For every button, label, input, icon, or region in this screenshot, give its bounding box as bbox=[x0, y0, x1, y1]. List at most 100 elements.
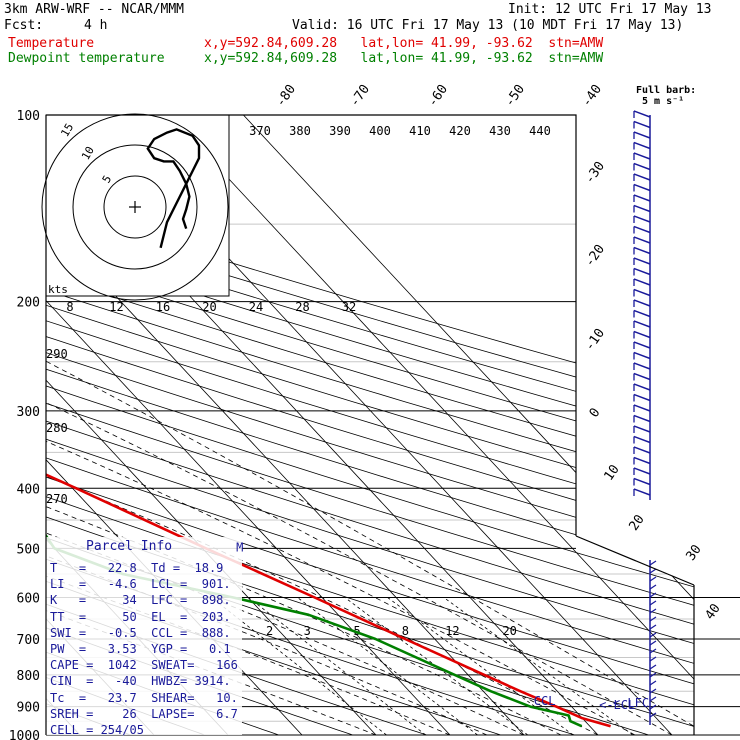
isotherm-label: 0 bbox=[587, 405, 604, 420]
hodograph-ring bbox=[41, 113, 229, 301]
wind-barb bbox=[633, 467, 651, 475]
upper-scale-label: 20 bbox=[202, 300, 216, 314]
wind-barb bbox=[633, 236, 651, 244]
wind-barb bbox=[633, 488, 651, 496]
wind-barb bbox=[649, 688, 657, 694]
dry-adiabat bbox=[46, 115, 694, 735]
dry-adiabat bbox=[46, 115, 694, 735]
wind-barb bbox=[633, 477, 651, 486]
isotherm-label: -40 bbox=[579, 82, 605, 110]
wind-barb bbox=[633, 120, 651, 129]
dry-adiabat bbox=[46, 115, 694, 735]
wind-barb bbox=[633, 362, 651, 370]
wind-barb bbox=[633, 383, 651, 391]
wind-barb bbox=[633, 404, 651, 412]
wind-barb bbox=[649, 672, 657, 678]
isotherm-label: 40 bbox=[702, 601, 723, 622]
wind-barbs: Full barb:5 m s⁻¹ bbox=[633, 85, 696, 725]
wind-barb bbox=[649, 656, 657, 662]
isotherm-label: -10 bbox=[582, 326, 608, 354]
wind-barb bbox=[649, 712, 657, 718]
wind-barb bbox=[633, 173, 651, 181]
parcel-info-row: CAPE = 1042 SWEAT= 166 bbox=[50, 658, 238, 673]
isotherm-line bbox=[243, 115, 694, 735]
mixing-ratio-lines: 2 3 5 8 12 20 bbox=[211, 597, 634, 735]
parcel-info-row: Tc = 23.7 SHEAR= 10. bbox=[50, 690, 238, 705]
dry-adiabat bbox=[46, 115, 694, 735]
wind-barb bbox=[649, 584, 657, 590]
wind-barb bbox=[633, 414, 651, 423]
dry-adiabat bbox=[46, 115, 694, 735]
pressure-label: 400 bbox=[17, 482, 40, 497]
wind-barb bbox=[633, 425, 651, 433]
isotherm-line bbox=[46, 115, 525, 735]
level-label: < LFC bbox=[613, 696, 649, 710]
isotherm-label: -70 bbox=[347, 82, 373, 110]
init-time: Init: 12 UTC Fri 17 May 13 bbox=[508, 2, 712, 17]
temperature-line bbox=[46, 115, 611, 728]
hodograph-ring bbox=[72, 144, 198, 270]
theta-label: 440 bbox=[529, 124, 551, 138]
wind-barb bbox=[633, 278, 651, 286]
wind-barb bbox=[633, 372, 651, 381]
frame-edge bbox=[575, 535, 695, 586]
mixing-ratio-label: 5 bbox=[353, 624, 360, 638]
mixing-ratio-line bbox=[248, 597, 426, 735]
pressure-label: 900 bbox=[17, 701, 40, 716]
pressure-label: 800 bbox=[17, 669, 40, 684]
dewpoint-location: x,y=592.84,609.28 lat,lon= 41.99, -93.62… bbox=[204, 51, 604, 66]
wind-barb bbox=[633, 267, 651, 276]
wind-barb bbox=[633, 194, 651, 202]
dry-adiabat bbox=[46, 115, 694, 735]
parcel-info-row: PW = 3.53 YGP = 0.1 bbox=[50, 642, 231, 656]
wind-barb bbox=[649, 576, 657, 582]
parcel-info-row: TT = 50 EL = 203. bbox=[50, 609, 231, 624]
wind-barb bbox=[633, 320, 651, 328]
wind-barb bbox=[633, 131, 651, 139]
mixing-ratio-line bbox=[387, 597, 574, 735]
isotherm-label: -30 bbox=[582, 159, 608, 187]
upper-scale-label: 28 bbox=[295, 300, 309, 314]
pressure-label: 500 bbox=[17, 542, 40, 557]
wind-barb bbox=[633, 393, 651, 402]
dry-adiabat bbox=[46, 115, 694, 735]
wind-barb bbox=[633, 162, 651, 171]
pressure-label: 1000 bbox=[9, 729, 40, 740]
wind-barb bbox=[633, 204, 651, 213]
wind-barb bbox=[649, 592, 657, 598]
wind-barb bbox=[649, 640, 657, 646]
upper-scale-label: 16 bbox=[156, 300, 170, 314]
barb-legend-unit: 5 m s⁻¹ bbox=[642, 96, 684, 107]
wind-barb bbox=[649, 608, 657, 614]
mixing-ratio-label: 12 bbox=[445, 624, 459, 638]
wind-barb bbox=[633, 299, 651, 307]
wind-barb bbox=[633, 110, 651, 118]
pressure-label: 700 bbox=[17, 633, 40, 648]
dry-adiabat bbox=[46, 115, 694, 735]
fcst-label: Fcst: bbox=[4, 18, 44, 33]
parcel-info-panel bbox=[46, 537, 242, 735]
dry-adiabat bbox=[46, 115, 501, 735]
wind-barb bbox=[649, 568, 657, 574]
parcel-info-row: T = 22.8 Td = 18.9 bbox=[50, 561, 224, 575]
parcel-info-row: LI = -4.6 LCL = 901. bbox=[50, 577, 231, 592]
upper-scale-label: 32 bbox=[342, 300, 356, 314]
theta-label: 290 bbox=[46, 347, 68, 361]
barb-legend-label: Full barb: bbox=[636, 85, 696, 96]
wind-barb bbox=[649, 616, 657, 622]
dry-adiabat bbox=[46, 115, 694, 735]
mixing-ratio-label: 3 bbox=[304, 624, 311, 638]
wind-barb bbox=[633, 330, 651, 339]
wind-barb bbox=[649, 704, 657, 710]
dry-adiabat bbox=[46, 115, 694, 735]
pressure-label: 200 bbox=[17, 296, 40, 311]
mixing-ratio-label: 8 bbox=[402, 624, 409, 638]
wind-barb bbox=[633, 435, 651, 444]
upper-scale-label: 12 bbox=[109, 300, 123, 314]
parcel-info-row: SWI = -0.5 CCL = 888. bbox=[50, 625, 231, 640]
isotherm-line bbox=[0, 115, 6, 735]
valid-time: Valid: 16 UTC Fri 17 May 13 (10 MDT Fri … bbox=[292, 18, 684, 33]
hodograph-axis-label: kts bbox=[48, 283, 68, 296]
wind-barb bbox=[633, 446, 651, 454]
